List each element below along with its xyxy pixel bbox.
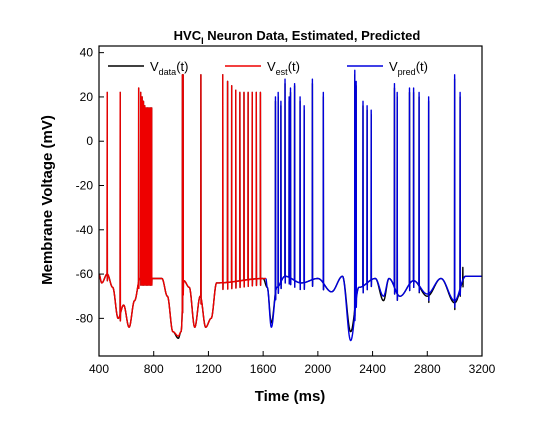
x-tick-label: 2000	[305, 362, 332, 376]
legend-label-subscript: pred	[398, 67, 416, 77]
x-tick-label: 1600	[250, 362, 277, 376]
x-axis-title: Time (ms)	[255, 388, 326, 405]
y-tick-label: -20	[76, 179, 94, 193]
plot-area: 400 800 1200 1600 2000 2400 2800 3200 -80-60-40…	[76, 45, 496, 376]
x-axis-ticks: 400 800 1200 1600 2000 2400 2800 3200	[89, 351, 496, 376]
legend-label: Vdata(t)	[150, 59, 188, 77]
legend-label-subscript: est	[276, 67, 289, 77]
y-tick-label: 40	[80, 46, 94, 60]
legend-label-subscript: data	[159, 67, 177, 77]
legend-label-main: V	[150, 59, 159, 74]
y-tick-label: -80	[76, 311, 94, 325]
y-tick-label: -40	[76, 223, 94, 237]
x-tick-label: 2800	[414, 362, 441, 376]
y-tick-label: 20	[80, 90, 94, 104]
y-tick-label: 0	[86, 134, 93, 148]
legend-label-tail: (t)	[288, 59, 300, 74]
y-axis-title: Membrane Voltage (mV)	[39, 115, 56, 285]
legend-label: Vpred(t)	[389, 59, 428, 77]
title-subscript: I	[201, 36, 204, 46]
y-tick-label: -60	[76, 267, 94, 281]
x-tick-label: 800	[144, 362, 164, 376]
x-tick-label: 3200	[469, 362, 496, 376]
title-rest: Neuron Data, Estimated, Predicted	[204, 28, 421, 43]
y-axis-ticks: -80 -60 -40 -20 0 20 40	[76, 46, 104, 325]
legend: Vdata(t) Vest(t) Vpred(t)	[108, 59, 428, 77]
legend-label-main: V	[267, 59, 276, 74]
series-layer	[99, 69, 482, 342]
plot-frame	[98, 45, 483, 357]
legend-label-main: V	[389, 59, 398, 74]
title-main: HVC	[174, 28, 202, 43]
series-line-pred	[265, 69, 482, 342]
legend-label-tail: (t)	[416, 59, 428, 74]
series-line-est	[99, 74, 267, 337]
x-tick-label: 1200	[195, 362, 222, 376]
x-tick-label: 400	[89, 362, 109, 376]
legend-label-tail: (t)	[176, 59, 188, 74]
chart-title: HVCI Neuron Data, Estimated, Predicted	[174, 28, 421, 46]
x-tick-label: 2400	[359, 362, 386, 376]
legend-label: Vest(t)	[267, 59, 300, 77]
